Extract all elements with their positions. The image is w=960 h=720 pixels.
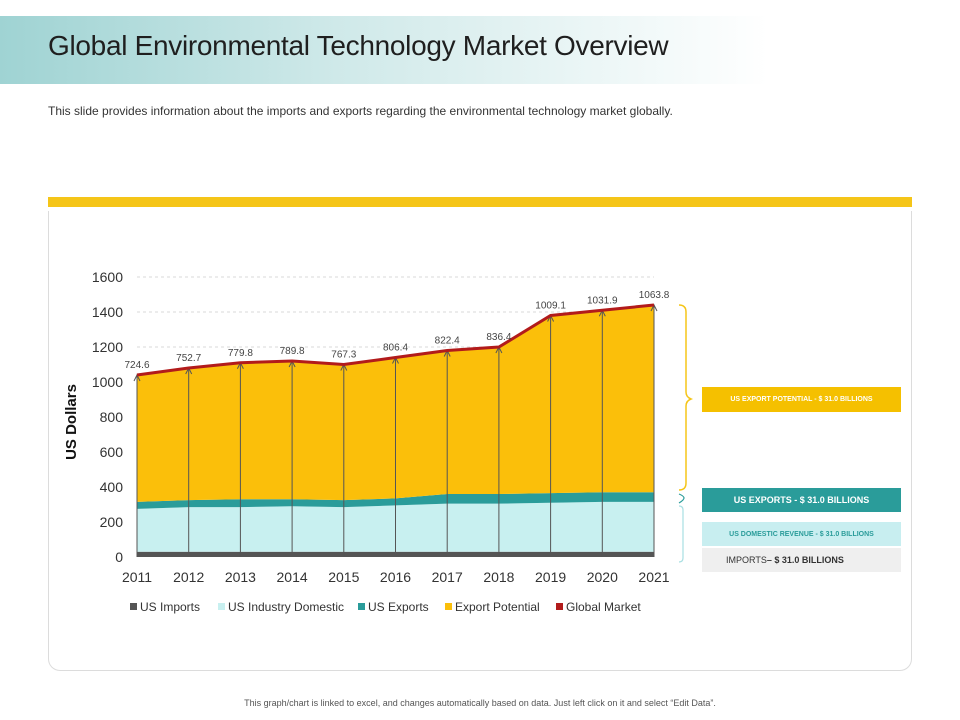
y-tick-label: 0 [115,549,123,565]
data-label: 767.3 [331,350,356,361]
x-tick-label: 2021 [638,569,669,585]
data-label: 806.4 [383,343,408,354]
y-tick-label: 1600 [92,269,123,285]
data-label: 1009.1 [535,301,566,312]
us-exports-label: US EXPORTS - $ 31.0 BILLIONS [702,488,901,512]
x-axis-ticks: 2011 2012 2013 2014 2015 2016 2017 2018 2019 2020… [122,569,670,585]
data-label: 752.7 [176,353,201,364]
legend-label: US Imports [140,600,200,614]
legend-swatch [445,603,452,610]
y-axis-label: US Dollars [63,384,80,460]
y-tick-label: 200 [100,514,124,530]
us-exports-bracket [678,493,685,504]
y-tick-label: 400 [100,479,124,495]
legend: US Imports US Industry Domestic US Exports… [130,600,641,614]
domestic-bracket [678,505,684,563]
x-tick-label: 2020 [587,569,618,585]
x-tick-label: 2011 [122,569,152,585]
imports-label: IMPORTS – $ 31.0 BILLIONS [702,548,901,572]
title-band [0,16,960,84]
x-tick-label: 2019 [535,569,566,585]
global-market-line [136,303,655,377]
page-subtitle: This slide provides information about th… [48,104,673,118]
x-tick-label: 2018 [483,569,514,585]
data-label: 724.6 [124,360,149,371]
y-tick-label: 1400 [92,304,123,320]
y-axis-ticks: 0 200 400 600 800 1000 1200 1400 1600 [92,269,123,565]
domestic-revenue-label: US DOMESTIC REVENUE - $ 31.0 BILLIONS [702,522,901,546]
data-labels: 724.6 752.7 779.8 789.8 767.3 806.4 822.4 836.4… [124,290,669,371]
legend-swatch [130,603,137,610]
footnote: This graph/chart is linked to excel, and… [244,698,716,708]
legend-swatch [218,603,225,610]
export-potential-label: US EXPORT POTENTIAL - $ 31.0 BILLIONS [702,387,901,412]
legend-label: Export Potential [455,600,540,614]
legend-label: US Industry Domestic [228,600,344,614]
page-title: Global Environmental Technology Market O… [48,30,669,61]
data-label: 822.4 [435,336,460,347]
x-tick-label: 2016 [380,569,411,585]
legend-label: Global Market [566,600,641,614]
imports-label-value: – $ 31.0 BILLIONS [766,555,844,565]
accent-bar [48,197,912,207]
data-label: 836.4 [486,332,511,343]
data-label: 1063.8 [639,290,670,301]
x-tick-label: 2013 [225,569,256,585]
data-label: 1031.9 [587,295,618,306]
imports-label-name: IMPORTS [726,555,767,565]
global-market-series-line [136,303,655,377]
x-tick-label: 2015 [328,569,359,585]
chart-frame [48,211,912,671]
y-tick-label: 1000 [92,374,123,390]
data-label: 789.8 [280,346,305,357]
legend-label: US Exports [368,600,429,614]
export-potential-bracket [678,304,694,491]
data-label: 779.8 [228,348,253,359]
drop-lines [133,303,658,557]
x-tick-label: 2014 [277,569,308,585]
x-tick-label: 2017 [432,569,463,585]
legend-swatch [556,603,563,610]
y-tick-label: 1200 [92,339,123,355]
y-tick-label: 800 [100,409,124,425]
legend-swatch [358,603,365,610]
x-tick-label: 2012 [173,569,204,585]
y-tick-label: 600 [100,444,124,460]
